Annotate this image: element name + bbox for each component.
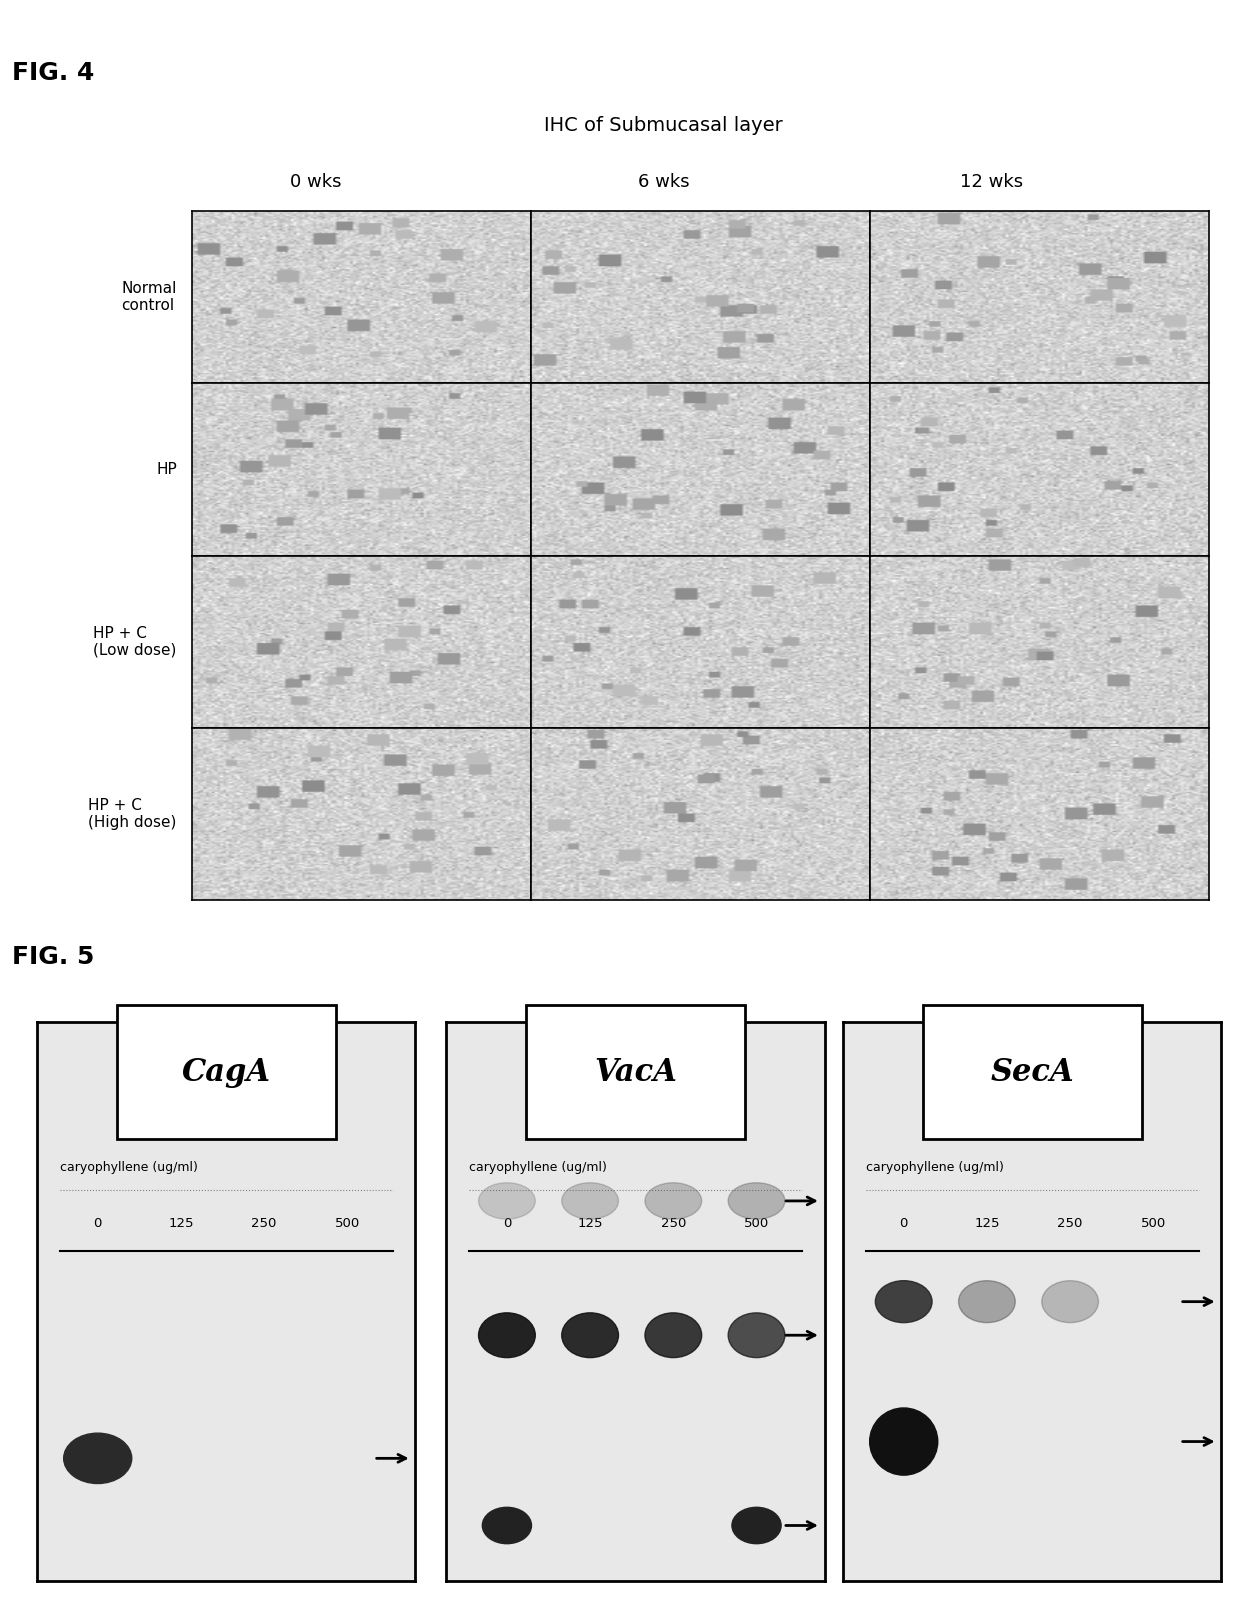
Text: 125: 125 [578,1216,603,1229]
Text: IHC of Submucasal layer: IHC of Submucasal layer [544,117,782,135]
Text: HP + C
(High dose): HP + C (High dose) [88,798,177,830]
Ellipse shape [728,1312,785,1358]
Ellipse shape [875,1281,932,1322]
Ellipse shape [479,1182,536,1220]
Text: FIG. 4: FIG. 4 [12,62,94,84]
Text: 12 wks: 12 wks [961,172,1023,191]
Ellipse shape [869,1408,937,1474]
Text: VacA: VacA [594,1056,677,1088]
Text: 500: 500 [335,1216,360,1229]
Ellipse shape [732,1507,781,1544]
Text: 0: 0 [899,1216,908,1229]
FancyBboxPatch shape [923,1006,1142,1139]
Ellipse shape [562,1182,619,1220]
Text: FIG. 5: FIG. 5 [12,946,94,968]
Ellipse shape [482,1507,532,1544]
Ellipse shape [645,1182,702,1220]
FancyBboxPatch shape [117,1006,336,1139]
Text: 0 wks: 0 wks [290,172,342,191]
Ellipse shape [959,1281,1016,1322]
Text: 250: 250 [252,1216,277,1229]
Ellipse shape [63,1434,131,1484]
Ellipse shape [1042,1281,1099,1322]
Text: 125: 125 [169,1216,193,1229]
Text: 125: 125 [975,1216,999,1229]
FancyBboxPatch shape [526,1006,745,1139]
Text: SecA: SecA [991,1056,1074,1088]
Text: caryophyllene (ug/ml): caryophyllene (ug/ml) [60,1161,197,1174]
Text: 0: 0 [502,1216,511,1229]
Ellipse shape [562,1312,619,1358]
Ellipse shape [479,1312,536,1358]
Text: Normal
control: Normal control [122,281,177,313]
Ellipse shape [728,1182,785,1220]
Text: HP: HP [156,462,177,477]
Text: 0: 0 [93,1216,102,1229]
Text: 500: 500 [1141,1216,1166,1229]
Text: caryophyllene (ug/ml): caryophyllene (ug/ml) [469,1161,606,1174]
Ellipse shape [645,1312,702,1358]
Text: 6 wks: 6 wks [637,172,689,191]
Text: 250: 250 [661,1216,686,1229]
Text: 250: 250 [1058,1216,1083,1229]
Text: 500: 500 [744,1216,769,1229]
Text: CagA: CagA [182,1056,270,1088]
Text: caryophyllene (ug/ml): caryophyllene (ug/ml) [866,1161,1003,1174]
Text: HP + C
(Low dose): HP + C (Low dose) [93,626,177,659]
